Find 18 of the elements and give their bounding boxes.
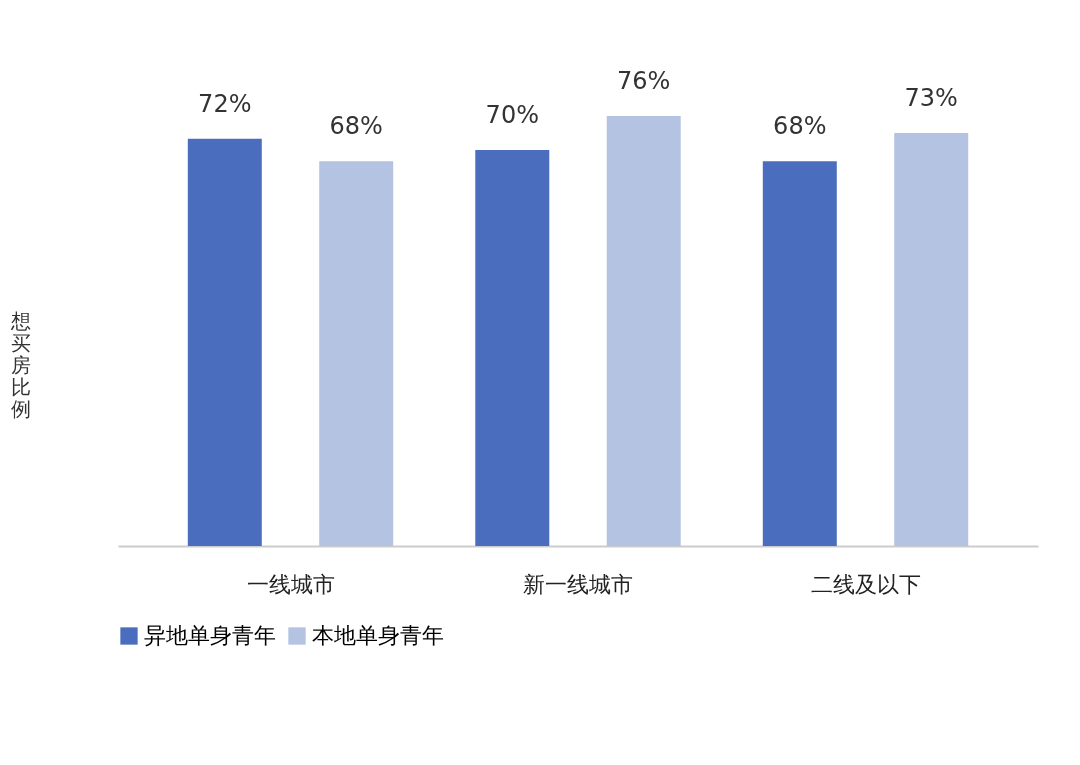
y-axis-title: 想买房比例 [9, 308, 31, 421]
bar [606, 116, 681, 546]
data-label: 72% [198, 89, 252, 118]
x-tick-label: 新一线城市 [523, 571, 633, 597]
data-label: 76% [617, 67, 671, 95]
data-label: 73% [904, 83, 958, 112]
data-label: 70% [485, 100, 539, 129]
x-tick-label: 一线城市 [246, 571, 335, 597]
bar [319, 161, 394, 546]
x-tick-label: 二线及以下 [810, 571, 921, 597]
data-label: 68% [773, 112, 827, 141]
bar [894, 132, 969, 546]
legend-label: 异地单身青年 [144, 623, 276, 648]
bar [762, 161, 837, 546]
bar [187, 138, 262, 546]
data-label: 68% [329, 112, 383, 141]
legend-label: 本地单身青年 [312, 623, 444, 648]
bar [475, 149, 550, 546]
